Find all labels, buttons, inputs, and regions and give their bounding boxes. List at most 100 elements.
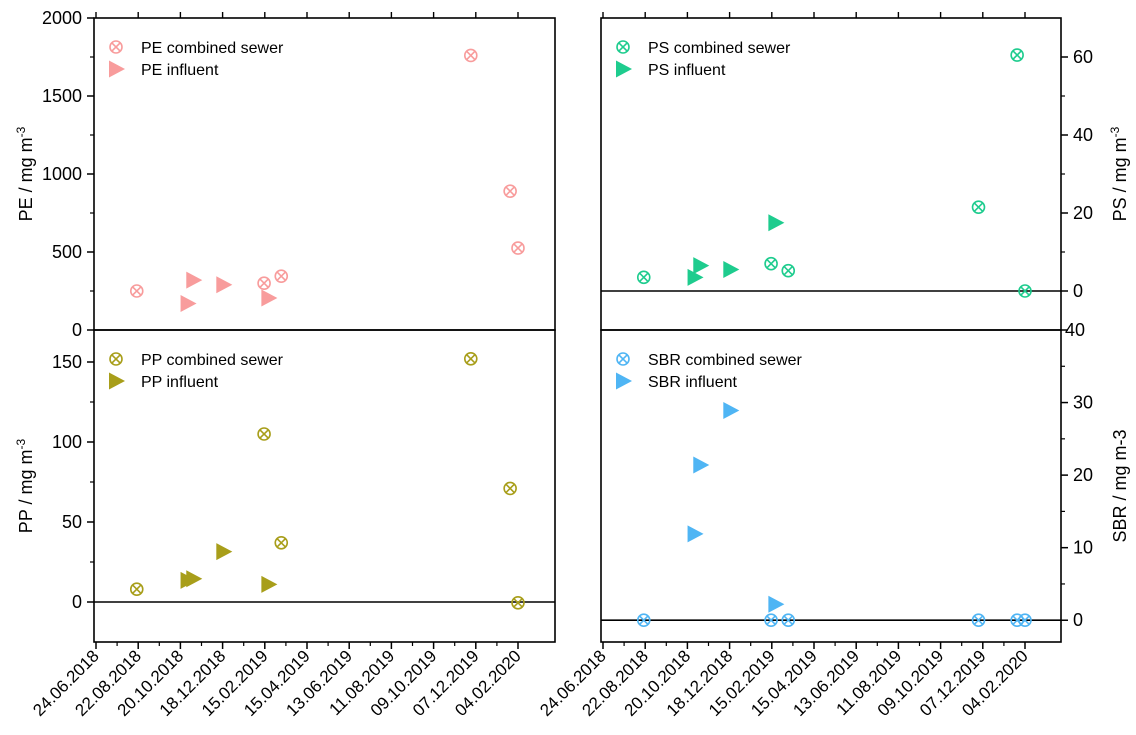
pp-y-axis-title-main: PP / mg m bbox=[16, 449, 36, 533]
pe-y-axis-title-main: PE / mg m bbox=[16, 137, 36, 221]
pp-data-point-cross-b bbox=[513, 597, 523, 608]
pp-y-tick-label: 50 bbox=[62, 512, 82, 532]
ps-data-point-cross-b bbox=[766, 258, 776, 269]
ps-y-axis-title: PS / mg m-3 bbox=[1108, 126, 1130, 221]
ps-data-point bbox=[723, 261, 740, 279]
sbr-y-tick-label: 30 bbox=[1073, 393, 1093, 413]
pp-y-tick-label: 150 bbox=[52, 352, 82, 372]
ps-data-point-ring bbox=[971, 200, 986, 214]
pe-data-point-ring bbox=[511, 241, 525, 255]
pp-data-point-ring bbox=[257, 427, 271, 441]
sbr-y-axis-title: SBR / mg m-3 bbox=[1110, 429, 1130, 542]
pp-data-point-cross-b bbox=[465, 353, 476, 364]
sbr-data-point-cross-b bbox=[973, 615, 984, 626]
pp-data-point-cross-b bbox=[131, 584, 142, 595]
sbr-y-tick-label: 0 bbox=[1073, 610, 1083, 630]
pp-y-tick-label: 100 bbox=[52, 432, 82, 452]
ps-data-point bbox=[1010, 48, 1024, 62]
ps-legend-marker-ring bbox=[616, 40, 630, 54]
pe-y-axis-title-sup: -3 bbox=[14, 126, 28, 137]
ps-data-point-cross-b bbox=[783, 265, 794, 276]
sbr-plot-frame bbox=[600, 329, 1062, 643]
pp-data-point bbox=[463, 351, 478, 366]
pe-data-point-cross-b bbox=[259, 278, 269, 289]
ps-legend-marker-cross-b bbox=[618, 42, 628, 52]
sbr-data-point bbox=[971, 613, 986, 628]
pp-data-point bbox=[261, 575, 278, 593]
sbr-data-point-ring bbox=[971, 613, 986, 628]
pe-legend-marker-ring bbox=[109, 40, 123, 54]
pe-y-tick-label: 0 bbox=[72, 320, 82, 340]
sbr-data-point-ring bbox=[764, 613, 778, 628]
ps-y-tick-label: 0 bbox=[1073, 281, 1083, 301]
sbr-data-point bbox=[781, 613, 796, 628]
ps-data-point bbox=[764, 256, 778, 271]
pe-legend-label: PE influent bbox=[141, 62, 219, 79]
sbr-data-point bbox=[1018, 613, 1032, 628]
ps-data-point-cross-b bbox=[1020, 286, 1030, 296]
sbr-data-point bbox=[687, 525, 704, 543]
pp-legend-marker-cross-b bbox=[111, 354, 121, 364]
pp-data-point bbox=[511, 595, 525, 610]
sbr-data-point bbox=[693, 456, 710, 474]
pe-data-point-ring bbox=[257, 276, 271, 291]
x-axis-left: 24.06.201822.08.201820.10.201818.12.2018… bbox=[29, 646, 525, 720]
sbr-legend-marker-cross-b bbox=[618, 354, 628, 364]
pp-data-point-ring bbox=[511, 595, 525, 610]
sbr-y-tick-label: 20 bbox=[1073, 465, 1093, 485]
ps-data-point bbox=[768, 214, 785, 232]
ps-legend-marker bbox=[616, 40, 630, 54]
pe-y-tick-label: 2000 bbox=[42, 8, 82, 28]
pe-data-point-ring bbox=[463, 48, 478, 63]
ps-data-point bbox=[636, 270, 651, 285]
sbr-y-tick-label: 10 bbox=[1073, 538, 1093, 558]
ps-y-tick-label: 20 bbox=[1073, 203, 1093, 223]
pe-data-point bbox=[257, 276, 271, 291]
pe-data-point bbox=[503, 184, 517, 198]
pp-data-point bbox=[186, 570, 203, 588]
pe-legend-label: PE combined sewer bbox=[141, 40, 284, 57]
ps-data-point-ring bbox=[636, 270, 651, 285]
ps-data-point-ring bbox=[764, 256, 778, 271]
pp-plot-frame bbox=[93, 329, 556, 643]
pe-y-axis-title: PE / mg m-3 bbox=[14, 126, 36, 221]
pp-data-point bbox=[257, 427, 271, 441]
pe-data-point bbox=[186, 271, 203, 289]
sbr-legend-marker bbox=[616, 352, 630, 366]
pe-data-point-cross-b bbox=[276, 271, 287, 281]
pp-legend-marker bbox=[109, 372, 125, 390]
ps-data-point bbox=[971, 200, 986, 214]
x-axis-right: 24.06.201822.08.201820.10.201818.12.2018… bbox=[536, 646, 1032, 720]
pe-data-point bbox=[511, 241, 525, 255]
ps-data-point-cross-b bbox=[973, 202, 984, 212]
pp-legend-label: PP combined sewer bbox=[141, 352, 284, 369]
pp-legend-marker bbox=[109, 352, 123, 366]
pp-data-point-cross-b bbox=[276, 537, 287, 548]
pp-data-point-cross-b bbox=[505, 483, 515, 494]
ps-data-point-ring bbox=[781, 263, 796, 278]
ps-panel: 0 20 40 60 PS / mg m-3 PS combined sewer PS in… bbox=[600, 12, 1130, 331]
ps-y-tick-label: 60 bbox=[1073, 47, 1093, 67]
ps-data-point bbox=[781, 263, 796, 278]
ps-data-point-ring bbox=[1010, 48, 1024, 62]
pe-data-point-cross-b bbox=[131, 286, 142, 296]
ps-y-axis-title-sup: -3 bbox=[1108, 126, 1122, 137]
sbr-data-point bbox=[764, 613, 778, 628]
ps-legend-label: PS combined sewer bbox=[648, 40, 791, 57]
pe-data-point-cross-b bbox=[505, 186, 515, 196]
ps-data-point bbox=[1018, 284, 1032, 298]
pe-y-tick-label: 1500 bbox=[42, 86, 82, 106]
sbr-data-point-ring bbox=[1010, 613, 1024, 628]
sbr-y-top-label: 40 bbox=[1065, 320, 1085, 340]
sbr-legend-label: SBR combined sewer bbox=[648, 352, 803, 369]
pe-data-point-ring bbox=[274, 269, 289, 283]
pe-data-point-cross-b bbox=[513, 243, 523, 253]
sbr-legend-label: SBR influent bbox=[648, 374, 737, 391]
sbr-panel: 0 10 20 30 40 SBR / mg m-3 SBR combined sewer S… bbox=[600, 320, 1130, 649]
pp-data-point bbox=[129, 582, 144, 597]
pp-data-point-cross-b bbox=[259, 429, 269, 439]
sbr-data-point-cross-b bbox=[783, 615, 794, 626]
pe-legend-marker-cross-b bbox=[111, 42, 121, 52]
pp-data-point-ring bbox=[129, 582, 144, 597]
